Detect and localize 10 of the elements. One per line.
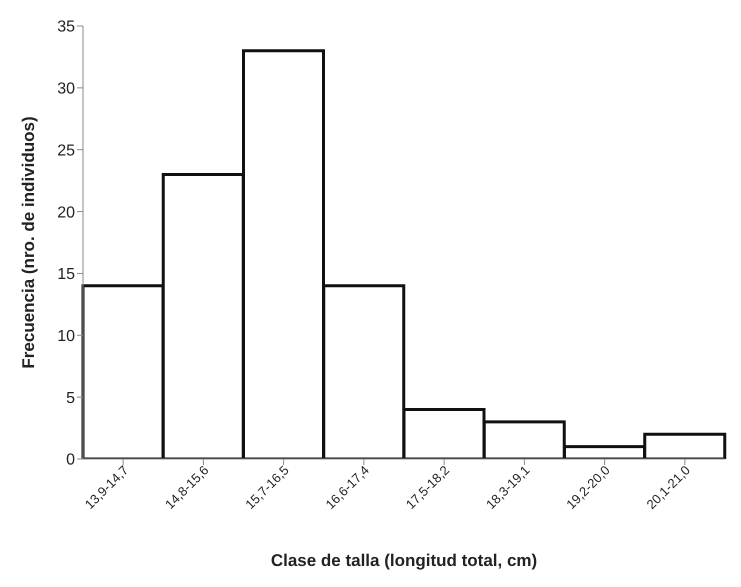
y-tick-label: 30 xyxy=(57,80,76,98)
y-tick-label: 0 xyxy=(66,452,76,469)
y-tick-label: 10 xyxy=(57,328,76,345)
y-tick-label: 15 xyxy=(57,266,76,284)
y-tick-label: 5 xyxy=(66,390,76,407)
y-tick-label: 25 xyxy=(57,142,76,160)
y-tick-label: 20 xyxy=(57,204,76,222)
x-axis-title: Clase de talla (longitud total, cm) xyxy=(270,551,538,570)
y-tick-label: 35 xyxy=(57,18,76,36)
y-axis-title: Frecuencia (nro. de individuos) xyxy=(19,116,38,369)
